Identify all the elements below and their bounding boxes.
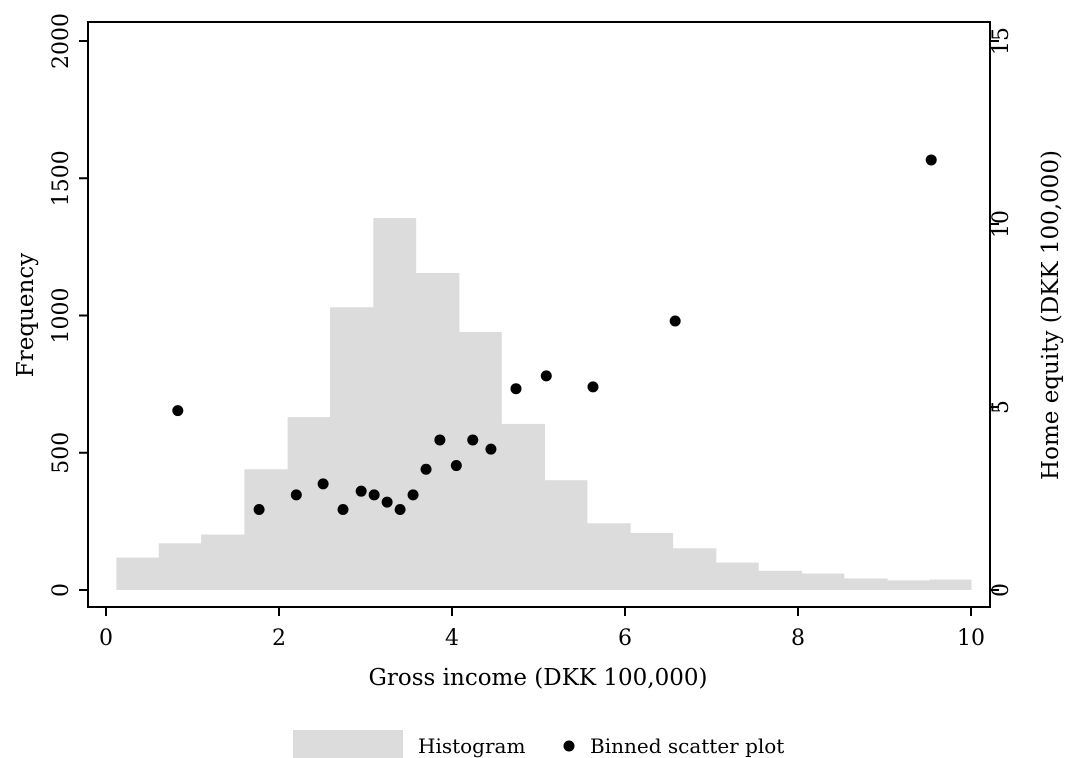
x-tick-label: 2 <box>272 626 286 651</box>
scatter-point <box>669 315 681 327</box>
x-tick-label: 0 <box>99 626 113 651</box>
y-right-tick-label: 15 <box>989 27 1014 55</box>
histogram-bar <box>201 534 245 590</box>
y-left-tick-label: 2000 <box>49 13 74 69</box>
histogram-bar <box>630 532 674 590</box>
legend-scatter-label: Binned scatter plot <box>590 734 784 758</box>
histogram-bar <box>887 580 930 590</box>
histogram-bar <box>672 548 717 590</box>
x-tick-label: 6 <box>618 626 632 651</box>
x-tick-label: 8 <box>791 626 805 651</box>
histogram-bar <box>116 557 160 590</box>
scatter-point <box>317 478 329 490</box>
histogram-bar <box>415 272 460 590</box>
legend-scatter-marker <box>563 740 575 752</box>
scatter-point <box>337 503 349 515</box>
histogram-bar <box>544 480 588 590</box>
histogram-bar <box>373 218 417 591</box>
legend-histogram-label: Histogram <box>418 734 525 758</box>
scatter-point <box>368 489 380 501</box>
x-tick-label: 4 <box>445 626 459 651</box>
histogram-bar <box>758 570 802 590</box>
histogram-bar <box>843 578 888 590</box>
histogram-bar <box>158 543 202 590</box>
y-right-tick-label: 5 <box>989 400 1014 414</box>
scatter-point <box>381 496 393 508</box>
scatter-point <box>467 434 479 446</box>
y-right-tick-label: 0 <box>989 583 1014 597</box>
x-tick-label: 10 <box>957 626 985 651</box>
y-left-tick-label: 500 <box>49 432 74 474</box>
x-axis-label: Gross income (DKK 100,000) <box>369 665 708 691</box>
scatter-point <box>355 485 367 497</box>
scatter-point <box>420 463 432 475</box>
histogram-bar <box>929 579 972 590</box>
histogram-bar <box>330 307 374 590</box>
histogram-bar <box>287 417 331 590</box>
scatter-point <box>587 381 599 393</box>
scatter-point <box>434 434 446 446</box>
y-axis-right-label: Home equity (DKK 100,000) <box>1038 150 1064 480</box>
y-left-tick-label: 1500 <box>49 150 74 206</box>
histogram-bar <box>244 469 289 590</box>
plot-area <box>116 154 972 591</box>
scatter-point <box>172 405 184 417</box>
scatter-point <box>540 370 552 382</box>
y-axis-left-label: Frequency <box>13 253 39 377</box>
histogram-bar <box>586 523 631 590</box>
histogram-bar <box>458 331 502 590</box>
scatter-point <box>450 460 462 472</box>
y-right-tick-label: 10 <box>989 210 1014 238</box>
histogram-bar <box>501 423 546 590</box>
y-left-tick-label: 1000 <box>49 288 74 344</box>
scatter-point <box>407 489 419 501</box>
legend: Histogram Binned scatter plot <box>293 730 784 758</box>
scatter-point <box>510 383 522 395</box>
scatter-point <box>253 503 265 515</box>
scatter-point <box>394 503 406 515</box>
histogram-bar <box>801 573 845 590</box>
scatter-point <box>925 154 937 166</box>
histogram-bar <box>715 562 759 590</box>
y-left-tick-label: 0 <box>49 583 74 597</box>
scatter-point <box>290 489 302 501</box>
axes: 0 2 4 6 8 10 0 500 1000 1500 2000 0 5 10 15 <box>49 13 1014 651</box>
scatter-point <box>485 443 497 455</box>
legend-histogram-swatch <box>293 730 403 758</box>
